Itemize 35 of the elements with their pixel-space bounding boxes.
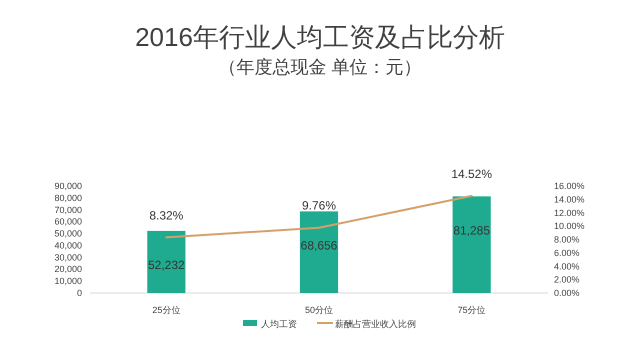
y2-tick-label: 12.00% (554, 208, 585, 218)
chart-title: 2016年行业人均工资及占比分析 (135, 22, 505, 52)
y-tick-label: 0 (76, 288, 82, 298)
legend-label: 薪酬占营业收入比例 (335, 319, 416, 329)
y-tick-label: 60,000 (54, 216, 82, 227)
y2-tick-label: 8.00% (554, 234, 580, 244)
x-tick-label: 75分位 (458, 305, 486, 315)
legend-label: 人均工资 (261, 319, 297, 329)
x-tick-label: 25分位 (152, 305, 180, 315)
y2-tick-label: 4.00% (554, 261, 580, 272)
bar (147, 230, 186, 293)
data-label: 81,285 (453, 223, 490, 238)
chart-subtitle: （年度总现金 单位：元） (218, 57, 422, 77)
y2-tick-label: 0.00% (554, 288, 580, 298)
y-tick-label: 30,000 (54, 252, 82, 262)
bar (452, 196, 491, 293)
data-label: 8.32% (149, 208, 184, 222)
y-tick-label: 70,000 (54, 204, 82, 215)
y-tick-label: 50,000 (54, 228, 82, 239)
y-tick-label: 20,000 (54, 264, 82, 274)
y-tick-label: 80,000 (54, 192, 82, 203)
data-label: 68,656 (300, 238, 338, 252)
y-tick-label: 10,000 (54, 276, 82, 286)
y-tick-label: 90,000 (54, 181, 82, 191)
y2-tick-label: 14.00% (554, 194, 585, 204)
y2-tick-label: 10.00% (554, 221, 585, 232)
bar (300, 211, 338, 293)
y2-tick-label: 16.00% (554, 181, 585, 191)
y-tick-label: 40,000 (54, 240, 82, 250)
data-label: 14.52% (451, 166, 492, 181)
y2-tick-label: 6.00% (554, 248, 580, 258)
y2-tick-label: 2.00% (554, 274, 580, 285)
x-tick-label: 50分位 (304, 305, 334, 315)
data-label: 9.76% (302, 198, 336, 213)
data-label: 52,232 (148, 258, 186, 272)
